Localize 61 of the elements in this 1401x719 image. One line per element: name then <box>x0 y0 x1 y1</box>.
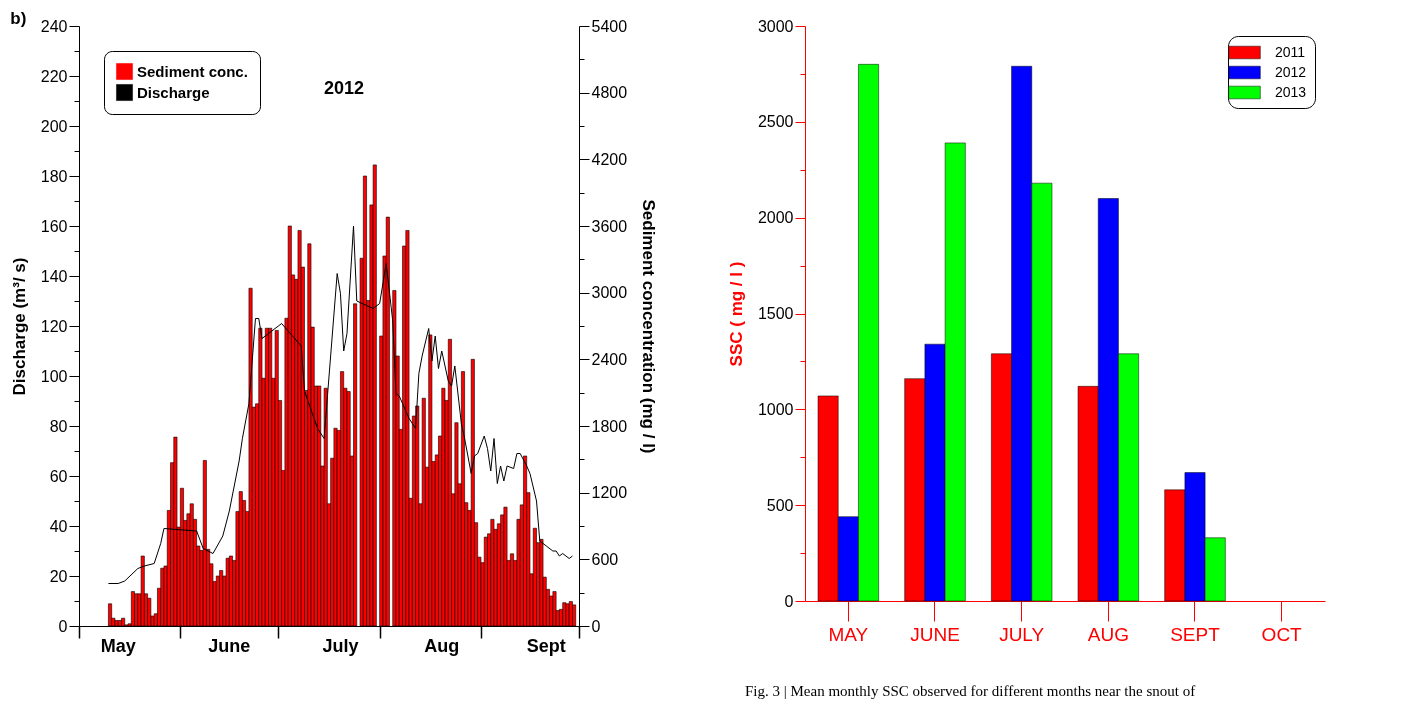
y-tick-label: 0 <box>784 592 794 610</box>
y-tick-label: 180 <box>40 167 68 185</box>
y-tick-label: 2000 <box>757 209 794 227</box>
y-tick-label: 500 <box>766 496 794 514</box>
y-tick-label: 40 <box>49 517 68 535</box>
legend-label: Discharge <box>137 83 210 101</box>
y-tick-label: 20 <box>49 567 68 585</box>
x-tick-label: Sept <box>526 636 566 656</box>
legend-label: 2011 <box>1275 43 1306 60</box>
y-tick-label: 80 <box>49 417 68 435</box>
y2-tick-label: 4800 <box>591 84 628 102</box>
y-tick-label: 120 <box>40 317 68 335</box>
y2-tick-label: 0 <box>591 617 601 635</box>
y-tick-label: 2500 <box>757 113 794 131</box>
y2-tick-label: 4200 <box>591 150 628 168</box>
bar <box>552 591 557 627</box>
y2-tick-label: 1200 <box>591 484 628 502</box>
bar <box>454 422 459 627</box>
x-tick-label: SEPT <box>1170 623 1221 645</box>
y-tick-label: 0 <box>58 617 68 635</box>
annotation: 2012 <box>323 78 365 98</box>
y2-tick-label: 5400 <box>591 17 628 35</box>
x-tick-label: MAY <box>828 623 869 645</box>
y-tick-label: 140 <box>40 267 68 285</box>
bar <box>238 491 243 627</box>
y2-tick-label: 600 <box>591 550 619 568</box>
bar <box>503 506 508 627</box>
x-tick-label: JUNE <box>910 623 960 645</box>
x-tick-label: JULY <box>999 623 1045 645</box>
legend-label: 2013 <box>1275 83 1307 100</box>
y2-tick-label: 3600 <box>591 217 628 235</box>
y-tick-label: 220 <box>40 67 68 85</box>
y2-tick-label: 3000 <box>591 284 628 302</box>
y2-tick-label: 2400 <box>591 350 628 368</box>
y-tick-label: 60 <box>49 467 68 485</box>
y-tick-label: 200 <box>40 117 68 135</box>
x-tick-label: July <box>322 636 359 656</box>
x-tick-label: June <box>208 636 251 656</box>
y-tick-label: 240 <box>40 17 68 35</box>
bar <box>225 557 230 627</box>
bar <box>147 597 152 627</box>
x-tick-label: OCT <box>1261 623 1303 645</box>
chart-title: b) <box>10 9 27 28</box>
legend-label: Sediment conc. <box>137 62 248 80</box>
x-tick-label: May <box>100 636 136 656</box>
y-tick-label: 1000 <box>757 400 794 418</box>
bar <box>114 620 119 627</box>
y-axis-title: SSC ( mg / l ) <box>726 261 746 367</box>
x-tick-label: AUG <box>1087 623 1129 645</box>
caption: Fig. 3 | Mean monthly SSC observed for different months near the snout of <box>745 683 1196 699</box>
y-tick-label: 100 <box>40 367 68 385</box>
x-tick-label: Aug <box>424 636 460 656</box>
y-tick-label: 1500 <box>757 305 794 322</box>
y-tick-label: 160 <box>40 217 68 235</box>
bar <box>121 617 126 627</box>
y2-tick-label: 1800 <box>591 417 628 435</box>
bar <box>346 391 351 627</box>
y-tick-label: 3000 <box>757 17 794 35</box>
legend-label: 2012 <box>1275 63 1307 80</box>
y2-axis-title: Sediment concentration (mg / l) <box>639 199 659 454</box>
y-axis-title: Discharge (m³/ s) <box>9 257 29 396</box>
